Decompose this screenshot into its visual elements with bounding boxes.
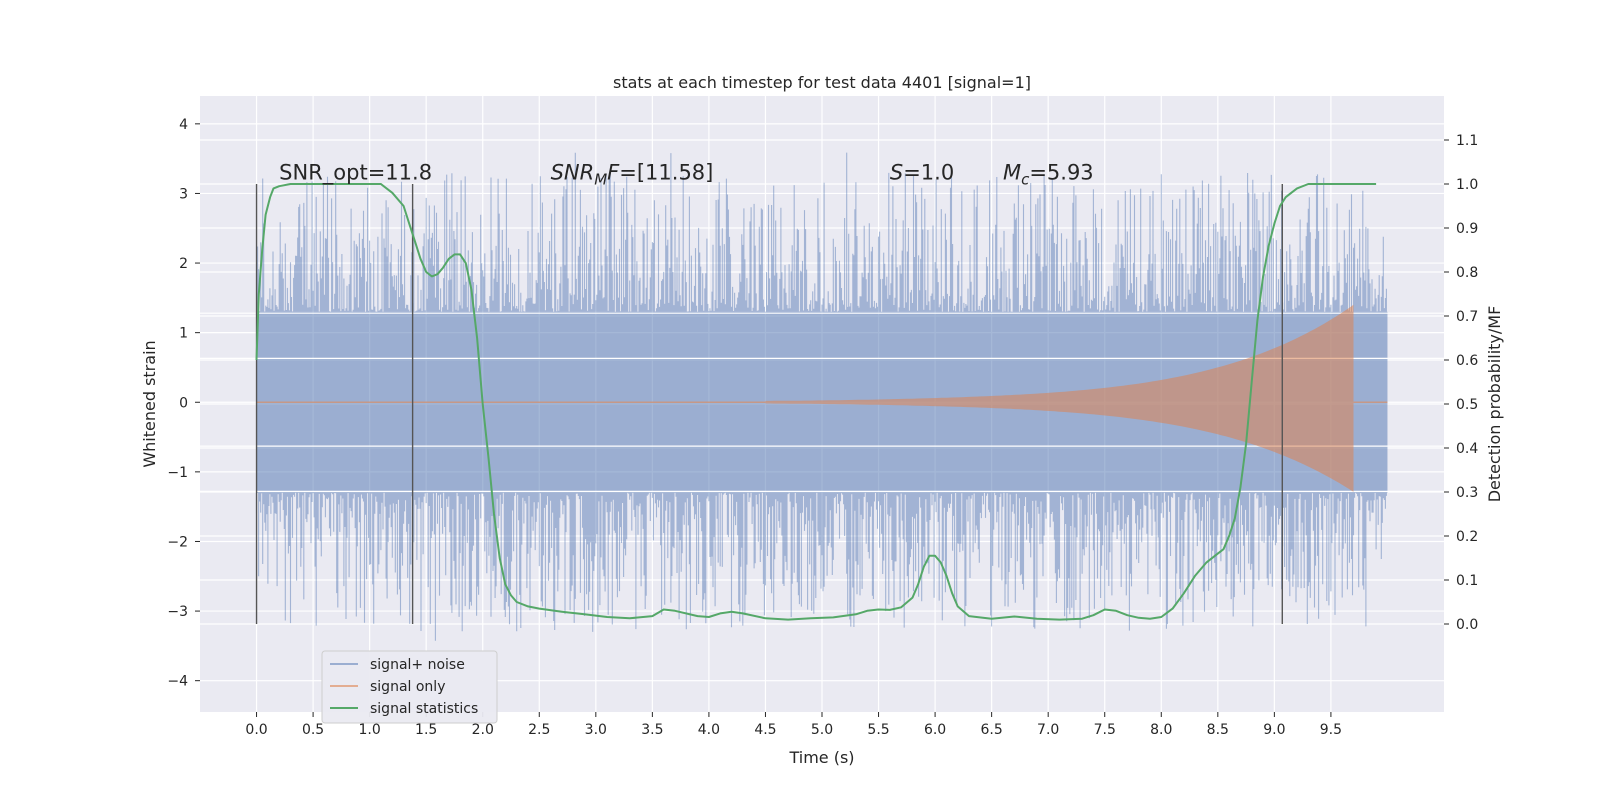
annotation-s-value: S=1.0 bbox=[890, 161, 954, 185]
x-tick-label: 9.5 bbox=[1320, 722, 1342, 738]
x-tick-label: 0.0 bbox=[245, 722, 267, 738]
vertical-markers bbox=[255, 184, 1283, 624]
y-tick-label: −1 bbox=[167, 465, 188, 481]
legend-box bbox=[321, 650, 498, 724]
signal-only-series bbox=[256, 304, 1388, 492]
x-tick-label: 7.5 bbox=[1094, 722, 1116, 738]
y-right-tick-label: 0.2 bbox=[1456, 529, 1478, 545]
x-tick-label: 6.5 bbox=[981, 722, 1003, 738]
x-tick-label: 8.5 bbox=[1207, 722, 1229, 738]
y-tick-label: −3 bbox=[167, 604, 188, 620]
y-right-tick-label: 0.5 bbox=[1456, 397, 1478, 413]
x-tick-label: 1.0 bbox=[359, 722, 381, 738]
y-tick-label: 1 bbox=[179, 326, 188, 342]
y-right-axis-label: Detection probability/MF bbox=[1485, 306, 1504, 503]
legend: signal+ noise signal only signal statist… bbox=[321, 650, 498, 724]
x-tick-label: 0.5 bbox=[302, 722, 324, 738]
statistics-line bbox=[255, 183, 1377, 621]
legend-label-statistics: signal statistics bbox=[370, 701, 478, 717]
y-axis-ticks: −4 −3 −2 −1 0 1 2 3 4 bbox=[167, 117, 200, 690]
legend-label-signal-only: signal only bbox=[370, 679, 445, 695]
x-axis-label: Time (s) bbox=[788, 748, 854, 767]
y-tick-label: 2 bbox=[179, 256, 188, 272]
y-tick-label: 3 bbox=[179, 186, 188, 202]
y-tick-label: −4 bbox=[167, 674, 188, 690]
signal-chirp-envelope bbox=[765, 304, 1354, 492]
x-tick-label: 7.0 bbox=[1037, 722, 1059, 738]
annotation-snr-mf: SNRMF=[11.58] bbox=[551, 161, 714, 189]
y-right-tick-label: 0.3 bbox=[1456, 485, 1478, 501]
y-right-tick-label: 0.9 bbox=[1456, 221, 1478, 237]
annotation-snr-opt: SNR_opt=11.8 bbox=[279, 161, 432, 186]
y-tick-label: −2 bbox=[167, 534, 188, 550]
x-tick-label: 4.5 bbox=[754, 722, 776, 738]
x-tick-label: 2.5 bbox=[528, 722, 550, 738]
legend-label-signal-noise: signal+ noise bbox=[370, 657, 465, 673]
y-right-tick-label: 1.0 bbox=[1456, 177, 1478, 193]
y-right-tick-label: 0.1 bbox=[1456, 573, 1478, 589]
y-tick-label: 4 bbox=[179, 117, 188, 133]
x-tick-label: 6.0 bbox=[924, 722, 946, 738]
y-axis-label: Whitened strain bbox=[140, 340, 159, 467]
y-right-tick-label: 0.6 bbox=[1456, 353, 1478, 369]
x-axis-ticks: 0.0 0.5 1.0 1.5 2.0 2.5 3.0 3.5 4.0 4.5 5.0 5.5 6.0 6… bbox=[245, 712, 1342, 738]
y-right-tick-label: 1.1 bbox=[1456, 133, 1478, 149]
x-tick-label: 4.0 bbox=[698, 722, 720, 738]
statistics-series bbox=[255, 183, 1377, 621]
x-tick-label: 9.0 bbox=[1263, 722, 1285, 738]
x-tick-label: 5.0 bbox=[811, 722, 833, 738]
chart-title: stats at each timestep for test data 440… bbox=[613, 73, 1031, 92]
y-right-tick-label: 0.8 bbox=[1456, 265, 1478, 281]
y-right-tick-label: 0.0 bbox=[1456, 617, 1478, 633]
x-tick-label: 5.5 bbox=[867, 722, 889, 738]
x-tick-label: 2.0 bbox=[472, 722, 494, 738]
x-tick-label: 3.5 bbox=[641, 722, 663, 738]
y-right-axis-ticks: 0.0 0.1 0.2 0.3 0.4 0.5 0.6 0.7 0.8 0.9 1.0 1.1 bbox=[1444, 133, 1478, 633]
y-tick-label: 0 bbox=[179, 395, 188, 411]
x-tick-label: 1.5 bbox=[415, 722, 437, 738]
y-right-tick-label: 0.4 bbox=[1456, 441, 1478, 457]
x-tick-label: 8.0 bbox=[1150, 722, 1172, 738]
x-tick-label: 3.0 bbox=[585, 722, 607, 738]
y-right-tick-label: 0.7 bbox=[1456, 309, 1478, 325]
annotation-chirp-mass: Mc=5.93 bbox=[1003, 161, 1094, 189]
